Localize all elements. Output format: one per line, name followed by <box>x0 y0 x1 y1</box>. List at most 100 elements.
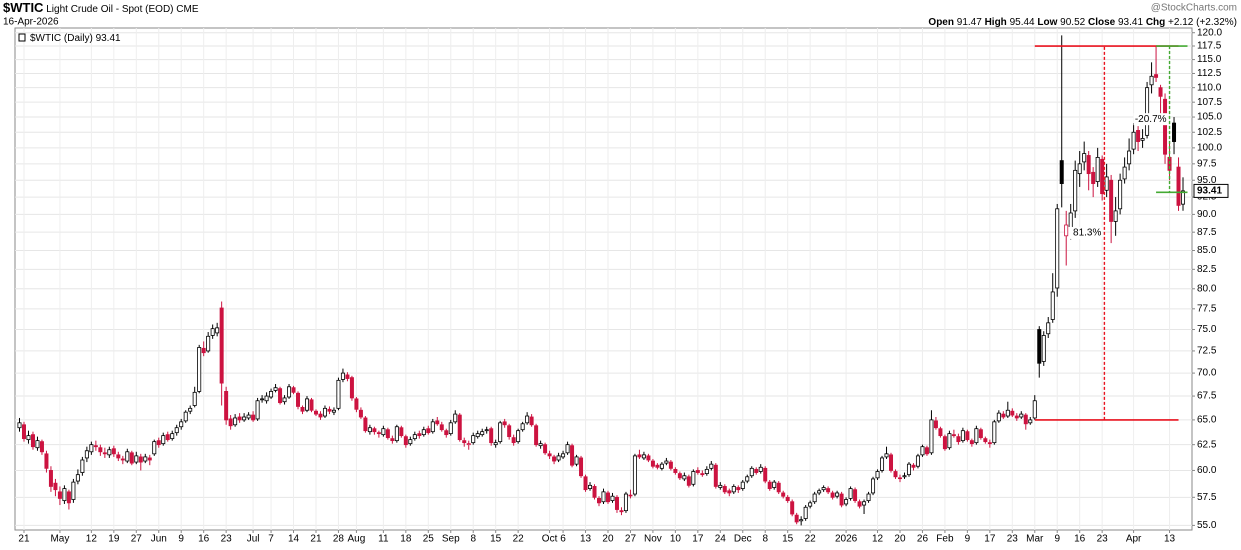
candle-body <box>1055 208 1060 289</box>
candle-body <box>623 493 628 512</box>
candle-body <box>1005 409 1010 417</box>
candle-body <box>713 464 718 487</box>
candle-body <box>107 449 112 456</box>
candle-body <box>71 481 76 500</box>
x-tick-label: Jun <box>151 534 167 545</box>
candle-body <box>749 467 754 477</box>
candle-body <box>646 455 651 461</box>
candle-body <box>579 457 584 477</box>
candle-body <box>942 436 947 450</box>
candle-body <box>57 491 62 499</box>
candle-body <box>650 460 655 467</box>
candle-body <box>1140 138 1145 141</box>
candle-body <box>192 391 197 406</box>
candle-body <box>839 493 844 506</box>
x-tick-label: 26 <box>917 534 929 545</box>
x-tick-label: Aug <box>348 534 366 545</box>
candle-body <box>736 487 741 491</box>
candle-body <box>511 437 516 444</box>
candle-body <box>17 422 22 429</box>
x-tick-label: 16 <box>198 534 210 545</box>
x-tick-label: 12 <box>86 534 98 545</box>
candle-body <box>39 441 44 453</box>
y-tick-label: 77.5 <box>1197 303 1217 314</box>
candle-body <box>1068 212 1073 229</box>
candle-body <box>363 417 368 432</box>
candle-body <box>228 418 233 427</box>
candle-body <box>305 398 310 411</box>
candle-body <box>659 463 664 469</box>
candle-body <box>718 484 723 488</box>
candle-body <box>66 491 71 504</box>
candle-body <box>421 429 426 436</box>
x-tick-label: 11 <box>378 534 389 545</box>
y-tick-label: 105.0 <box>1197 112 1222 123</box>
candle-body <box>911 464 916 468</box>
x-tick-label: 2026 <box>835 534 858 545</box>
candle-body <box>1032 400 1037 419</box>
candle-body <box>1014 415 1019 419</box>
candle-body <box>529 416 534 426</box>
candle-body <box>632 455 637 495</box>
candle-body <box>174 427 179 434</box>
candle-body <box>826 488 831 493</box>
candle-body <box>116 454 121 459</box>
candle-body <box>1176 166 1181 206</box>
x-tick-label: Apr <box>1126 534 1142 545</box>
candle-body <box>974 428 979 444</box>
candle-body <box>875 471 880 479</box>
x-tick-label: 9 <box>1054 534 1060 545</box>
candle-body <box>336 379 341 409</box>
y-tick-label: 90.0 <box>1197 209 1217 220</box>
candle-body <box>924 447 929 455</box>
candle-body <box>597 498 602 504</box>
x-tick-label: Jul <box>247 534 260 545</box>
candle-body <box>1091 171 1096 184</box>
candle-body <box>376 432 381 435</box>
candle-body <box>457 414 462 441</box>
x-tick-label: 27 <box>625 534 637 545</box>
candle-body <box>439 424 444 431</box>
candle-body <box>462 440 467 444</box>
candle-body <box>547 453 552 457</box>
source: @StockCharts.com <box>1151 3 1237 14</box>
candle-body <box>920 446 925 456</box>
x-tick-label: Nov <box>644 534 662 545</box>
candle-body <box>291 387 296 393</box>
candle-body <box>1158 87 1163 97</box>
candle-body <box>897 477 902 480</box>
candle-body <box>668 461 673 469</box>
candle-body <box>21 424 26 440</box>
candle-body <box>965 431 970 441</box>
chart-subtitle: Light Crude Oil - Spot (EOD) <box>46 4 173 15</box>
y-tick-label: 87.5 <box>1197 227 1217 238</box>
candle-body <box>1100 158 1105 195</box>
candle-body <box>224 391 229 421</box>
candle-body <box>354 398 359 410</box>
candle-body <box>808 502 813 507</box>
candle-body <box>983 438 988 443</box>
candle-body <box>372 428 377 433</box>
candle-body <box>1064 224 1069 237</box>
candle-body <box>1095 156 1100 182</box>
candle-body <box>1059 160 1064 184</box>
x-tick-label: 21 <box>18 534 30 545</box>
quote-change-pct: (+2.32%) <box>1196 17 1237 28</box>
candle-body <box>731 486 736 493</box>
y-tick-label: 100.0 <box>1197 142 1222 153</box>
candle-body <box>80 459 85 473</box>
candle-body <box>430 421 435 433</box>
candle-body <box>525 415 530 424</box>
x-tick-label: 18 <box>400 534 412 545</box>
candle-body <box>884 453 889 458</box>
candle-body <box>1145 87 1150 136</box>
candle-body <box>655 464 660 468</box>
candle-body <box>309 399 314 411</box>
candle-body <box>237 416 242 421</box>
candle-body <box>35 440 40 449</box>
price-tag-box <box>1193 183 1229 198</box>
candle-body <box>704 468 709 475</box>
candle-body <box>767 481 772 489</box>
y-tick-label: 110.0 <box>1197 82 1222 93</box>
candle-body <box>754 468 759 473</box>
